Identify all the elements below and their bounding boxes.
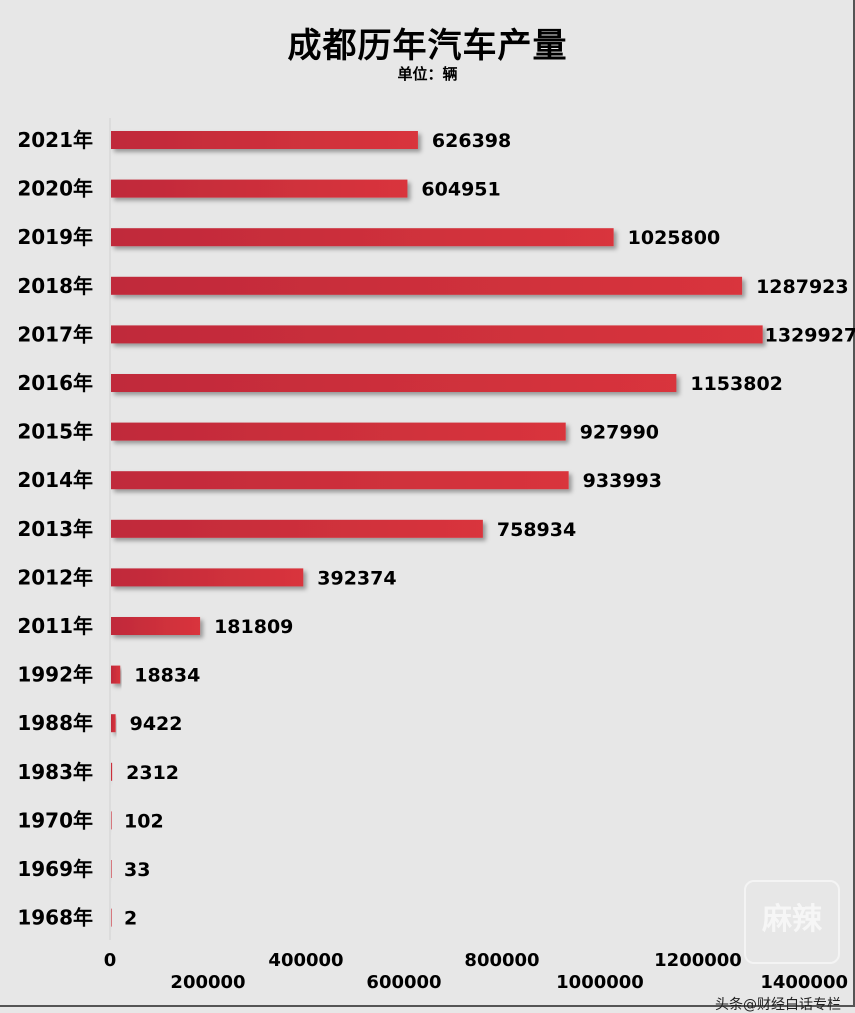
bar-2018年 (111, 276, 743, 295)
watermark-text: 头条@财经白话专栏 (715, 997, 841, 1013)
watermark-logo: 麻辣 (744, 880, 840, 964)
data-label: 9422 (130, 713, 183, 735)
y-tick-label: 1992年 (17, 663, 93, 687)
x-tick-label: 0 (104, 950, 117, 971)
y-tick-label: 1970年 (17, 808, 93, 832)
bar-2012年 (111, 568, 304, 587)
y-tick-label: 2015年 (17, 420, 93, 444)
x-tick-label: 1200000 (654, 950, 742, 971)
x-tick-label: 400000 (268, 950, 343, 971)
x-tick-label: 200000 (170, 972, 245, 993)
bar-1968年 (111, 908, 112, 927)
y-tick-label: 1969年 (17, 857, 93, 881)
bar-2014年 (111, 471, 569, 490)
data-label: 604951 (421, 179, 500, 201)
bar-1970年 (111, 811, 112, 830)
data-label: 1287923 (756, 276, 849, 298)
y-tick-label: 1988年 (17, 711, 93, 735)
x-tick-label: 800000 (464, 950, 539, 971)
data-label: 927990 (580, 422, 659, 444)
bar-2020年 (111, 179, 408, 198)
y-tick-label: 2018年 (17, 274, 93, 298)
data-label: 626398 (432, 130, 511, 152)
data-label: 1153802 (690, 373, 783, 395)
data-label: 2 (124, 908, 137, 930)
data-label: 933993 (583, 470, 662, 492)
bar-2013年 (111, 519, 483, 538)
data-label: 392374 (317, 567, 396, 589)
data-label: 102 (124, 810, 164, 832)
y-tick-label: 2019年 (17, 225, 93, 249)
bar-2015年 (111, 422, 566, 441)
y-tick-label: 2013年 (17, 517, 93, 541)
data-label: 1329927 (765, 324, 855, 346)
x-tick-label: 1400000 (760, 972, 848, 993)
y-tick-label: 1983年 (17, 760, 93, 784)
bar-2019年 (111, 228, 614, 247)
data-label: 1025800 (628, 227, 721, 249)
bar-2021年 (111, 131, 418, 149)
x-tick-label: 600000 (366, 972, 441, 993)
chart-subtitle: 单位：辆 (397, 65, 458, 83)
y-tick-label: 2017年 (17, 322, 93, 346)
y-tick-label: 2021年 (17, 128, 93, 152)
chart-title: 成都历年汽车产量 (287, 26, 568, 66)
y-tick-label: 2011年 (17, 614, 93, 638)
data-label: 33 (124, 859, 150, 881)
bar-1969年 (111, 860, 112, 878)
y-tick-label: 1968年 (17, 906, 93, 930)
bar-2017年 (111, 325, 763, 344)
bar-2016年 (111, 374, 677, 392)
data-label: 18834 (134, 665, 200, 687)
y-tick-label: 2020年 (17, 177, 93, 201)
bar-1983年 (111, 762, 113, 781)
bar-1992年 (111, 665, 121, 684)
y-tick-label: 2016年 (17, 371, 93, 395)
x-tick-label: 1000000 (556, 972, 644, 993)
bar-2011年 (111, 617, 201, 635)
data-label: 758934 (497, 519, 576, 541)
y-tick-label: 2014年 (17, 468, 93, 492)
data-label: 2312 (126, 762, 179, 784)
data-label: 181809 (214, 616, 293, 638)
bar-1988年 (111, 714, 116, 733)
y-tick-label: 2012年 (17, 565, 93, 589)
